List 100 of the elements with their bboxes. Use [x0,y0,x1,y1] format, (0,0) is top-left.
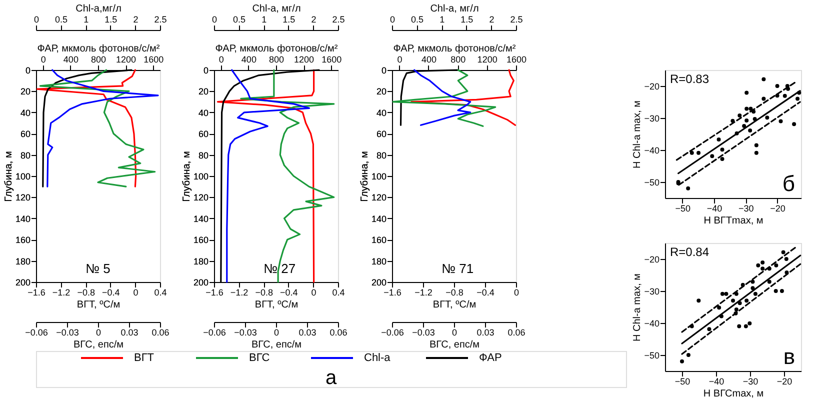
point [720,156,724,161]
x-tick-label: −0.8 [446,288,464,298]
y-tick-label: −20 [644,254,660,264]
y-tick-label: 20 [20,86,30,97]
y-tick-label: 60 [20,129,30,140]
point [744,324,748,328]
y-tick-label: 60 [198,129,208,140]
x-tick-label: −0.03 [56,328,79,338]
x2-tick-label: 800 [268,54,284,64]
x-tick-label: 0 [96,328,102,338]
x-axis-title: ВГС, епс/м [73,340,124,350]
x2-tick-label: 0.5 [233,14,246,24]
y-tick-label: −30 [644,114,660,124]
x2-tick-label: 400 [63,54,78,64]
point [754,143,758,148]
y-tick-label: 20 [198,86,208,97]
y-tick-label: 120 [15,192,30,203]
y-tick-label: 120 [371,192,386,203]
point [780,289,784,293]
y-tick-label: 200 [15,278,30,288]
x2-tick-label: 0 [397,54,402,64]
x2-tick-label: 0 [218,54,224,64]
y-axis-title: Глубина, м [3,151,14,202]
point [767,280,772,284]
y-tick-label: 160 [193,235,208,246]
x2-axis-title: ФАР, мкмоль фотонов/с/м² [393,44,516,54]
point [782,94,787,98]
x2-tick-label: 0 [390,14,396,24]
annotation: в [783,344,795,369]
y-tick-label: 180 [371,256,386,266]
x-tick-label: −1.6 [28,288,46,298]
x-tick-label: −30 [742,376,758,386]
y-tick-label: 60 [376,129,386,140]
x2-tick-label: 0.5 [411,14,424,24]
point [775,84,780,88]
x-tick-label: −50 [674,376,690,386]
x-tick-label: 0.4 [154,288,167,298]
x-tick-label: 0.06 [152,328,170,338]
x2-axis-title: Chl-a,мг/л [76,4,122,14]
text: а [325,367,338,389]
y-tick-label: 0 [203,66,208,76]
point [696,298,701,303]
x2-tick-label: 2 [311,14,316,24]
y-tick-label: 0 [25,66,30,76]
x2-tick-label: 1 [262,14,267,24]
x-tick-label: −0.03 [412,328,435,338]
point [792,122,796,126]
x-tick-label: 0.06 [330,328,348,338]
y-tick-label: 140 [15,214,30,224]
x2-tick-label: 2.5 [154,14,167,24]
x-tick-label: −40 [706,204,722,214]
y-axis-title: H Chl-a max, м [632,100,644,168]
point [756,263,760,268]
legend-label: ВГТ [134,352,154,364]
x-tick-label: 0.03 [120,328,138,338]
x-axis-title: ВГТ, ºС/м [254,300,298,310]
x-tick-label: −0.4 [476,288,494,298]
y-tick-label: 40 [376,108,386,118]
point [760,260,765,265]
point [737,324,742,328]
point [750,286,755,290]
x-tick-label: 0 [274,328,280,338]
y-tick-label: 100 [15,172,30,182]
point [752,116,757,121]
y-tick-label: 20 [376,86,386,97]
point [774,289,778,293]
y-tick-label: 40 [20,108,30,118]
annotation: б [782,171,795,196]
annotation: № 27 [264,261,296,276]
x2-tick-label: 800 [90,54,106,64]
x2-tick-label: 1.5 [460,14,474,24]
x-tick-label: 0 [311,288,316,298]
x-tick-label: −20 [776,376,792,386]
x-tick-label: 0 [133,288,138,298]
legend-label: ВГС [249,352,270,364]
x2-tick-label: 1.5 [104,14,118,24]
x2-axis-title: ФАР, мкмоль фотонов/с/м² [215,44,338,54]
point [744,118,749,123]
y-tick-label: 180 [15,256,30,266]
point [784,257,788,261]
x2-tick-label: 1200 [477,54,498,64]
point [696,150,701,155]
point [734,292,738,296]
legend-label: Chl-a [364,352,392,364]
point [754,150,758,155]
y-tick-label: 200 [193,278,208,288]
x-tick-label: 0 [452,328,458,338]
point [781,250,786,254]
x2-tick-label: 2.5 [510,14,523,24]
point [774,263,778,268]
point [762,77,766,82]
x2-axis-title: Chl-a, мг/л [252,4,301,14]
x2-tick-label: 1200 [116,54,136,64]
x-tick-label: −1.2 [230,288,248,298]
y-tick-label: 80 [198,150,208,160]
x2-tick-label: 0 [40,54,46,64]
x-axis-title: H ВГСmax, м [703,388,764,400]
x-tick-label: 0.03 [298,328,316,338]
x-tick-label: −30 [738,204,754,214]
point [707,327,712,332]
